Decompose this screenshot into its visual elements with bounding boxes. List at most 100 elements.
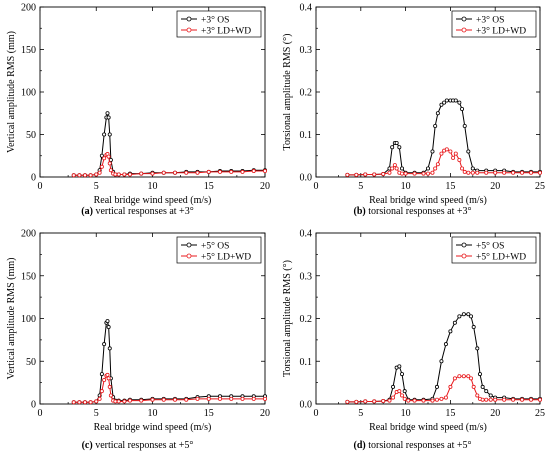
data-point-a-0-11 [107,132,112,137]
data-point-d-1-2 [363,399,368,404]
data-point-d-1-4 [381,399,386,404]
data-point-d-1-15 [434,397,439,402]
data-point-c-0-11 [107,346,112,351]
data-point-d-0-22 [466,312,471,317]
data-point-c-1-10 [106,376,111,381]
x-tick-label-c-1: 5 [94,408,99,419]
data-point-b-0-6 [390,145,395,150]
data-point-c-1-6 [99,389,104,394]
data-point-b-1-12 [412,171,417,176]
data-point-d-1-33 [520,397,525,402]
x-tick-label-a-0: 0 [38,181,43,192]
data-point-d-0-17 [443,342,448,347]
data-point-d-0-21 [461,312,466,317]
data-point-c-1-12 [108,393,113,398]
data-point-b-1-16 [433,166,438,171]
caption-b-label: (b) [353,206,366,217]
data-point-b-0-9 [397,145,402,150]
x-tick-label-b-5: 25 [535,181,545,192]
caption-d: (d) torsional responses at +5° [275,440,550,451]
data-point-b-1-0 [345,172,350,177]
data-point-d-0-23 [469,314,474,319]
caption-b: (b) torsional responses at +3° [275,206,550,217]
data-point-a-1-10 [106,154,111,159]
x-axis-label-b: Real bridge wind speed (m/s) [369,195,487,206]
x-tick-label-b-1: 5 [358,181,363,192]
chart-d: 0 5 10 15 20 25 0.0 0.1 0.2 0.3 0.4 Real bridge win… [282,229,545,434]
y-tick-label-c-1: 50 [26,357,36,368]
data-point-d-1-14 [430,398,435,403]
data-point-d-1-1 [354,399,359,404]
x-tick-label-a-4: 20 [260,181,270,192]
data-point-c-1-5 [97,396,102,401]
data-point-a-1-5 [97,170,102,175]
caption-c: (c) vertical responses at +5° [0,440,275,451]
y-axis-label-a: Vertical amplitude RMS (mm) [6,31,17,153]
data-point-b-1-21 [448,149,453,154]
y-tick-label-c-3: 150 [21,271,36,282]
data-point-a-1-7 [102,156,107,161]
caption-a: (a) vertical responses at +3° [0,206,275,217]
data-point-b-1-31 [493,170,498,175]
data-point-b-1-35 [529,170,534,175]
data-point-b-1-22 [451,155,456,160]
data-point-b-1-14 [425,171,430,176]
data-point-b-0-28 [470,166,475,171]
data-point-c-1-0 [71,400,76,405]
data-point-c-1-14 [113,399,118,404]
data-point-d-1-30 [493,397,498,402]
data-point-b-0-20 [444,98,449,103]
data-point-a-1-28 [251,169,256,174]
data-point-d-0-27 [480,384,485,389]
x-tick-label-a-2: 10 [148,181,158,192]
data-point-a-1-26 [229,169,234,174]
data-point-b-0-25 [460,107,465,112]
data-point-d-1-27 [480,397,485,402]
x-tick-label-c-0: 0 [38,408,43,419]
data-point-d-1-11 [406,398,411,403]
data-point-c-0-9 [105,319,110,324]
legend-marker-b-0 [461,16,467,22]
y-tick-label-b-0: 0.0 [300,173,313,184]
data-point-d-1-8 [397,389,402,394]
y-tick-label-a-4: 200 [21,3,36,14]
legend-label-d-0: +5° OS [476,241,504,252]
data-point-c-1-16 [122,399,127,404]
caption-d-text: torsional responses at +5° [368,440,472,451]
x-tick-label-d-4: 20 [490,408,500,419]
data-point-c-1-2 [83,400,88,405]
legend-marker-a-0 [186,16,192,22]
x-tick-label-c-4: 20 [260,408,270,419]
data-point-c-1-4 [94,399,99,404]
data-point-a-1-17 [127,172,132,177]
x-tick-label-d-5: 25 [535,408,545,419]
data-point-d-0-29 [488,393,493,398]
y-tick-label-a-1: 50 [26,130,36,141]
legend-label-c-0: +5° OS [201,241,229,252]
data-point-c-1-19 [150,397,155,402]
data-point-a-1-15 [116,172,121,177]
x-tick-label-d-1: 5 [358,408,363,419]
data-point-c-1-11 [107,384,112,389]
data-point-c-1-22 [184,397,189,402]
data-point-b-1-25 [460,166,465,171]
data-point-d-1-13 [421,398,426,403]
legend-label-c-1: +5° LD+WD [201,252,251,263]
data-point-d-0-28 [484,389,489,394]
data-point-a-1-29 [262,169,267,174]
legend-marker-d-0 [461,242,467,248]
data-point-b-1-7 [392,163,397,168]
data-point-a-1-14 [113,172,118,177]
data-point-c-1-24 [206,396,211,401]
data-point-d-1-20 [457,374,462,379]
data-point-b-0-26 [462,124,467,129]
caption-a-text: vertical responses at +3° [95,206,194,217]
x-tick-label-c-3: 15 [204,408,214,419]
data-point-b-0-16 [433,124,438,129]
data-point-c-1-25 [217,396,222,401]
y-tick-label-d-1: 0.1 [300,357,313,368]
data-point-b-0-15 [430,149,435,154]
data-point-d-1-5 [387,398,392,403]
